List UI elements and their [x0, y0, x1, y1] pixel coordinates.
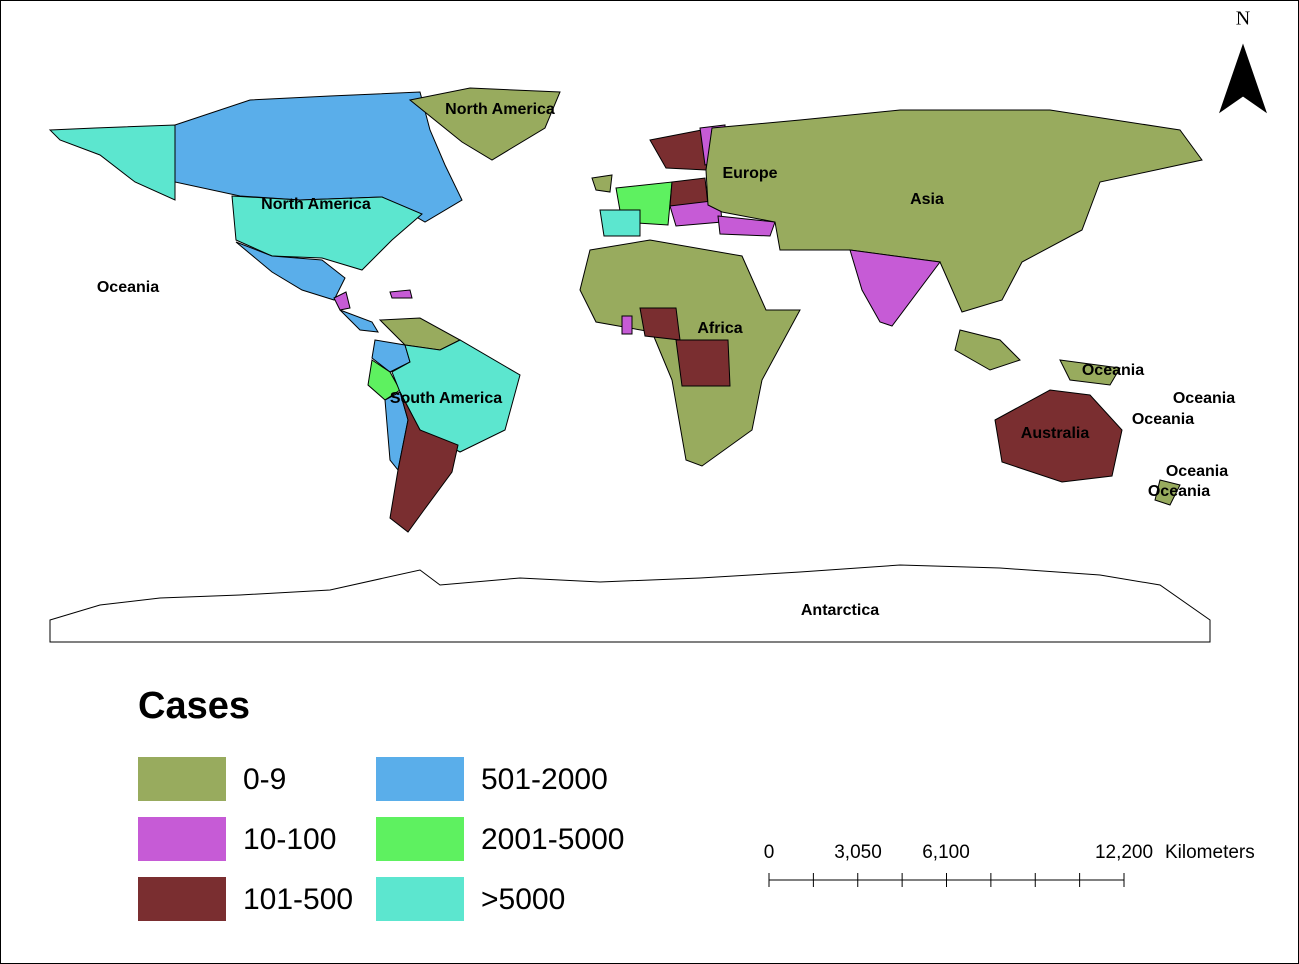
- legend-label: 101-500: [243, 883, 353, 916]
- region-label: Oceania: [1173, 390, 1235, 407]
- legend-swatch: [376, 817, 464, 861]
- ecuador-peru: [367, 359, 401, 401]
- region-label: Oceania: [97, 279, 159, 296]
- brazil: [391, 339, 521, 453]
- legend-swatch: [138, 757, 226, 801]
- legend-title: Cases: [138, 685, 250, 727]
- legend-swatch: [138, 877, 226, 921]
- region-label: North America: [445, 101, 555, 118]
- north-label: N: [1236, 8, 1250, 30]
- usa: [231, 195, 423, 271]
- legend-swatch: [376, 757, 464, 801]
- central-america: [333, 291, 351, 311]
- region-label: Oceania: [1148, 483, 1210, 500]
- legend-swatch: [376, 877, 464, 921]
- region-label: Australia: [1021, 425, 1090, 442]
- region-label: Oceania: [1132, 411, 1194, 428]
- greenland: [408, 87, 561, 161]
- region-label: Antarctica: [801, 602, 879, 619]
- legend-label: 501-2000: [481, 763, 608, 796]
- indonesia: [954, 329, 1021, 371]
- legend-label: 10-100: [243, 823, 336, 856]
- new-guinea: [1059, 359, 1121, 386]
- legend-label: >5000: [481, 883, 565, 916]
- scale-label: 0: [764, 842, 775, 863]
- congo: [675, 339, 731, 387]
- region-label: Asia: [910, 191, 944, 208]
- region-label: Europe: [722, 165, 777, 182]
- asia: [705, 109, 1203, 313]
- scale-label: 12,200: [1095, 842, 1153, 863]
- nigeria: [639, 307, 681, 341]
- legend-label: 2001-5000: [481, 823, 624, 856]
- turkey: [717, 215, 776, 237]
- iberia: [599, 209, 641, 237]
- scale-unit: Kilometers: [1165, 842, 1255, 863]
- caribbean: [389, 289, 413, 299]
- scale-label: 6,100: [922, 842, 970, 863]
- legend-label: 0-9: [243, 763, 286, 796]
- north-arrow: [1219, 43, 1267, 114]
- legend-swatch: [138, 817, 226, 861]
- land: [48, 87, 1211, 643]
- australia: [994, 389, 1123, 483]
- alaska: [48, 124, 176, 201]
- scale-label: 3,050: [834, 842, 882, 863]
- region-label: South America: [390, 390, 502, 407]
- india: [849, 249, 941, 327]
- new-zealand: [1154, 479, 1181, 506]
- region-label: North America: [261, 196, 371, 213]
- region-label: Africa: [697, 320, 742, 337]
- antarctica: [49, 564, 1211, 643]
- mexico: [235, 241, 346, 301]
- argentina: [389, 391, 459, 533]
- britain: [591, 174, 613, 193]
- region-label: Oceania: [1082, 362, 1144, 379]
- region-label: Oceania: [1166, 463, 1228, 480]
- west-africa: [621, 315, 633, 335]
- central-america: [339, 309, 379, 333]
